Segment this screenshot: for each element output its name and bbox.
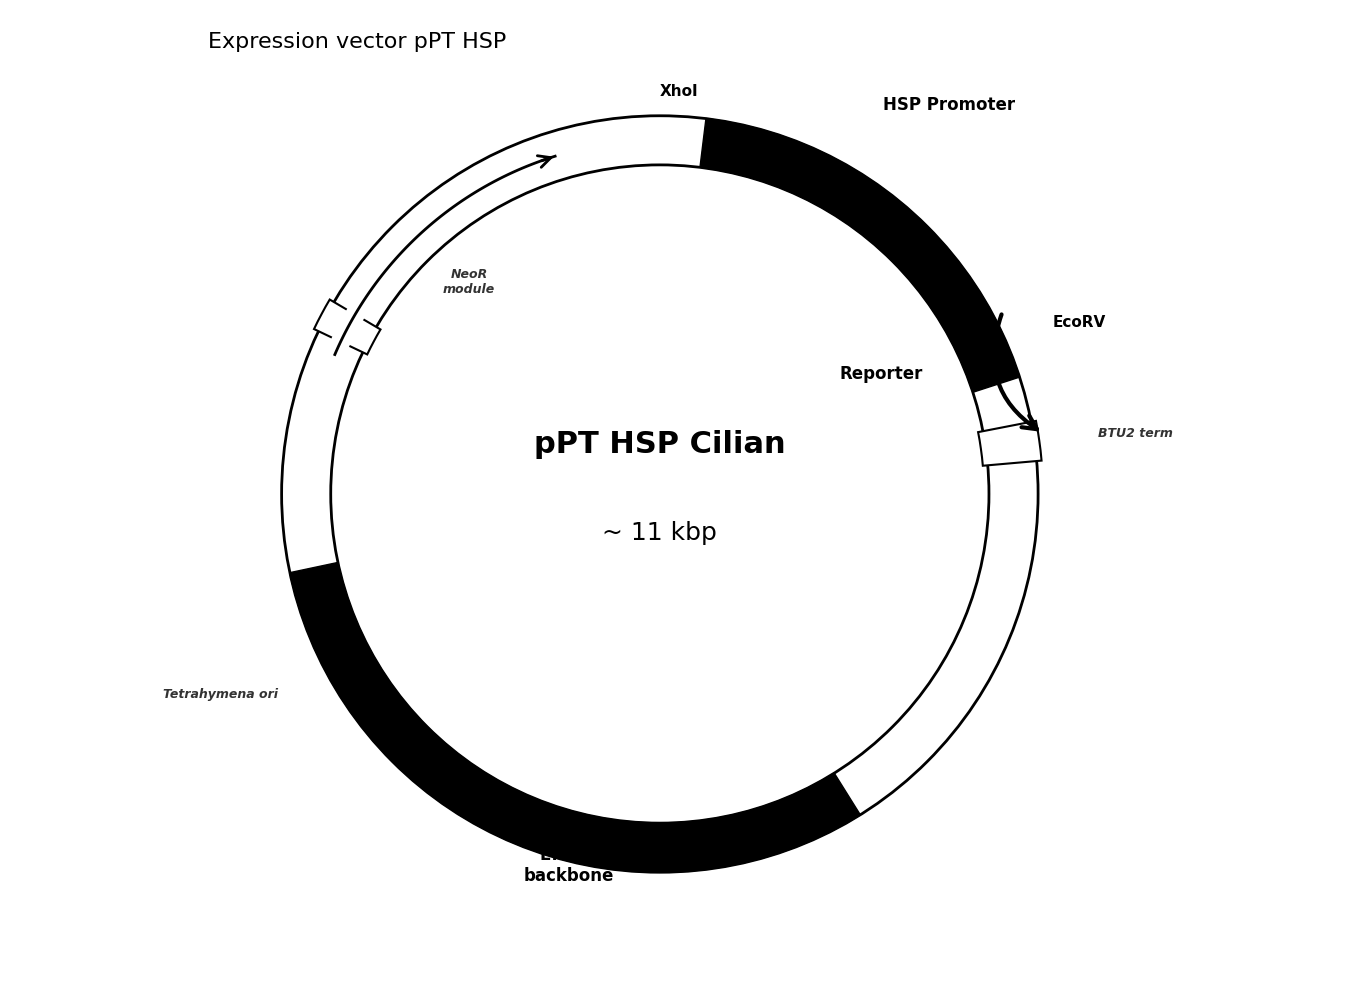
Wedge shape bbox=[289, 562, 860, 872]
Text: XhoI: XhoI bbox=[659, 84, 699, 99]
Text: NeoR
module: NeoR module bbox=[443, 269, 495, 296]
Text: Expression vector pPT HSP: Expression vector pPT HSP bbox=[208, 33, 506, 52]
Wedge shape bbox=[314, 299, 381, 355]
Text: EcoRV: EcoRV bbox=[1052, 314, 1105, 330]
Text: HSP Promoter: HSP Promoter bbox=[883, 96, 1015, 114]
Text: BTU2 term: BTU2 term bbox=[1098, 427, 1173, 440]
Wedge shape bbox=[281, 116, 1038, 872]
Text: Reporter: Reporter bbox=[840, 365, 923, 382]
Text: E. coli
backbone: E. coli backbone bbox=[523, 847, 613, 885]
Wedge shape bbox=[978, 421, 1041, 465]
Text: ~ 11 kbp: ~ 11 kbp bbox=[602, 522, 718, 545]
Text: pPT HSP Cilian: pPT HSP Cilian bbox=[534, 431, 786, 459]
Text: Tetrahymena ori: Tetrahymena ori bbox=[163, 688, 277, 701]
Wedge shape bbox=[700, 119, 1019, 392]
